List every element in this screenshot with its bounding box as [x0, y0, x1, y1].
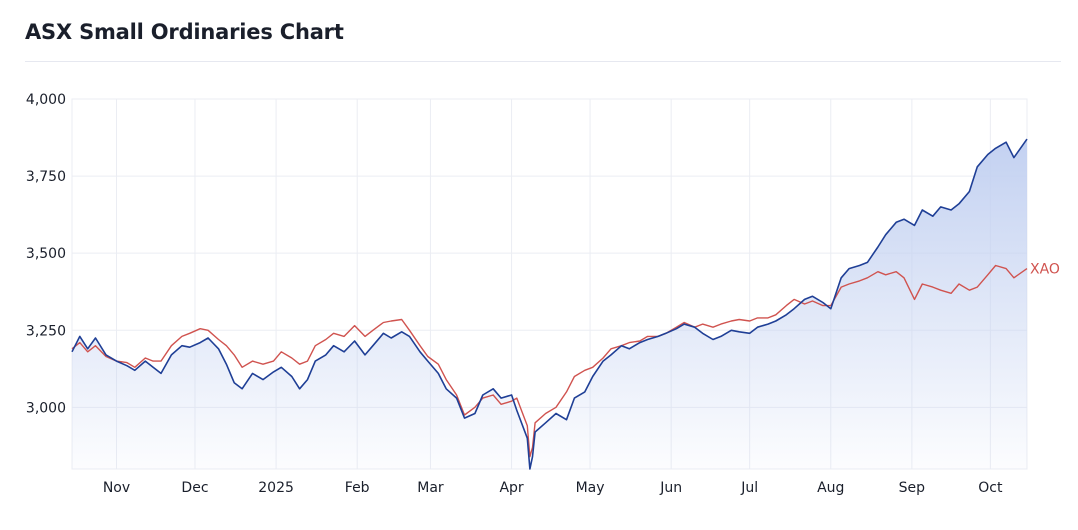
- y-tick-label: 3,500: [26, 246, 66, 262]
- x-tick-label: Jun: [659, 480, 682, 496]
- x-tick-label: Oct: [978, 480, 1003, 496]
- title-divider: [25, 61, 1061, 62]
- y-tick-label: 4,000: [26, 92, 66, 108]
- x-tick-label: Feb: [345, 480, 370, 496]
- main-series-line: [71, 138, 1028, 470]
- x-tick-label: Apr: [499, 480, 523, 496]
- x-tick-label: Aug: [817, 480, 844, 496]
- x-tick-label: May: [576, 480, 605, 496]
- x-tick-label: Nov: [103, 480, 130, 496]
- x-tick-label: Mar: [417, 480, 444, 496]
- xao-series-label: XAO: [1030, 262, 1060, 278]
- x-tick-label: Sep: [899, 480, 926, 496]
- y-tick-label: 3,250: [26, 323, 66, 339]
- chart-title: ASX Small Ordinaries Chart: [25, 20, 344, 44]
- x-tick-label: Jul: [740, 480, 758, 496]
- y-tick-label: 3,000: [26, 400, 66, 416]
- y-tick-label: 3,750: [26, 169, 66, 185]
- main-series-area: [72, 139, 1027, 469]
- xao-series-line: [71, 264, 1028, 458]
- x-tick-label: 2025: [258, 480, 294, 496]
- x-tick-label: Dec: [181, 480, 208, 496]
